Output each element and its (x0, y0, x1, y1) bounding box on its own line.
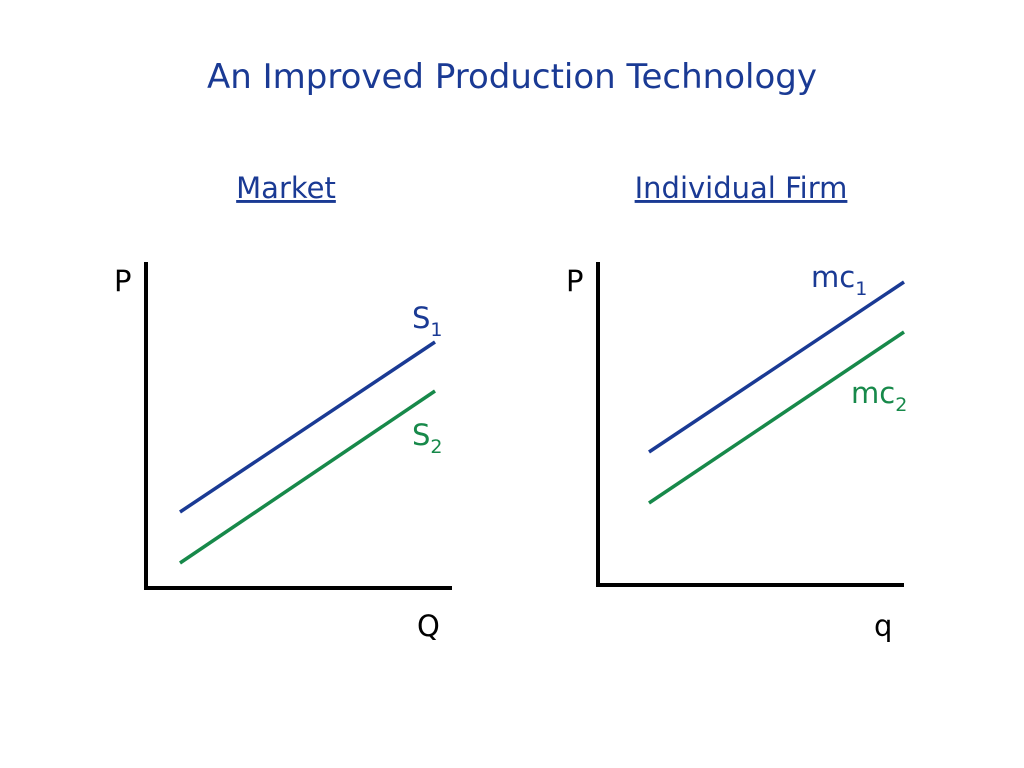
curve-label: S2 (412, 418, 443, 458)
panel-heading: Individual Firm (635, 171, 848, 205)
y-axis-label: P (114, 264, 132, 298)
panel-heading: Market (236, 171, 336, 205)
curve-name: S (412, 418, 430, 452)
mc-curve (648, 280, 905, 454)
curve-label: mc1 (811, 260, 867, 300)
supply-curve (179, 389, 436, 565)
curve-label: mc2 (851, 376, 907, 416)
curve-subscript: 2 (430, 436, 442, 458)
x-axis-label: q (874, 609, 892, 643)
curve-name: mc (811, 260, 855, 294)
mc-curve (648, 330, 905, 505)
curve-name: S (412, 301, 430, 335)
supply-curve (179, 340, 436, 514)
x-axis-label: Q (417, 609, 440, 643)
title: An Improved Production Technology (207, 57, 817, 97)
curve-subscript: 1 (855, 278, 867, 300)
curve-subscript: 2 (895, 394, 907, 416)
y-axis-label: P (566, 264, 584, 298)
curve-label: S1 (412, 301, 443, 341)
curve-subscript: 1 (430, 319, 442, 341)
curve-name: mc (851, 376, 895, 410)
